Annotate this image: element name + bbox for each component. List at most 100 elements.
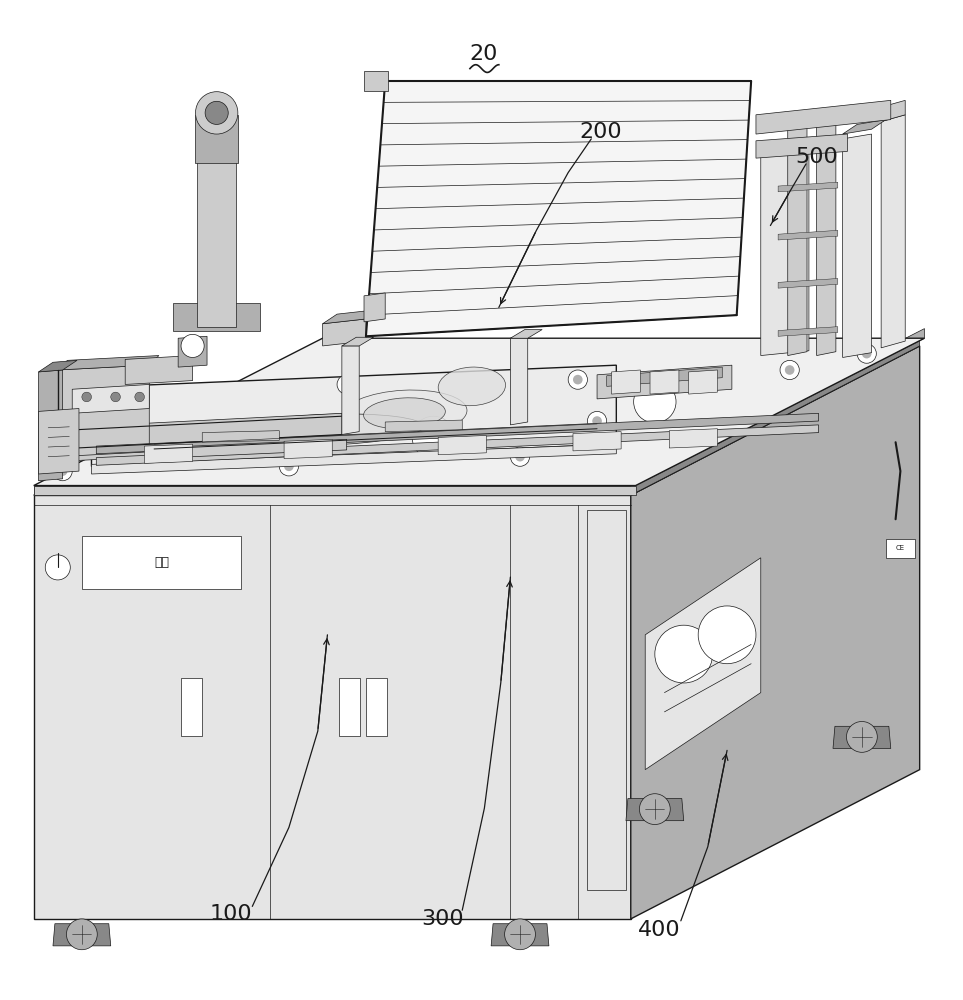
Polygon shape xyxy=(385,420,462,432)
Circle shape xyxy=(639,794,670,825)
Text: CE: CE xyxy=(896,545,905,551)
Polygon shape xyxy=(72,384,149,413)
Ellipse shape xyxy=(231,414,424,445)
Polygon shape xyxy=(149,439,347,459)
Polygon shape xyxy=(284,439,332,459)
Polygon shape xyxy=(58,413,342,461)
Polygon shape xyxy=(756,134,847,158)
Polygon shape xyxy=(597,365,732,399)
Bar xyxy=(339,678,360,736)
Circle shape xyxy=(515,452,525,461)
Polygon shape xyxy=(491,924,549,946)
Polygon shape xyxy=(669,429,717,448)
Text: 铭牌: 铭牌 xyxy=(154,556,169,569)
Polygon shape xyxy=(58,356,159,370)
Circle shape xyxy=(510,447,530,466)
Bar xyxy=(366,678,387,736)
Polygon shape xyxy=(817,115,836,356)
Bar xyxy=(181,678,202,736)
Polygon shape xyxy=(438,435,486,455)
Circle shape xyxy=(58,466,67,476)
Ellipse shape xyxy=(438,367,506,406)
Polygon shape xyxy=(510,330,542,338)
Polygon shape xyxy=(756,100,891,134)
Circle shape xyxy=(412,416,455,459)
Circle shape xyxy=(82,392,91,402)
Text: 20: 20 xyxy=(469,44,498,64)
Polygon shape xyxy=(778,279,838,288)
Polygon shape xyxy=(689,370,717,394)
Circle shape xyxy=(505,919,535,950)
Polygon shape xyxy=(34,495,631,919)
Circle shape xyxy=(66,919,97,950)
Circle shape xyxy=(284,461,294,471)
Circle shape xyxy=(195,92,238,134)
Circle shape xyxy=(780,360,799,380)
Polygon shape xyxy=(34,338,924,486)
Polygon shape xyxy=(96,425,819,465)
Polygon shape xyxy=(626,799,684,821)
Polygon shape xyxy=(178,336,207,367)
Polygon shape xyxy=(788,115,807,356)
Circle shape xyxy=(45,555,70,580)
Polygon shape xyxy=(195,115,238,163)
Polygon shape xyxy=(91,365,616,466)
Circle shape xyxy=(53,461,72,481)
Ellipse shape xyxy=(364,398,445,429)
Circle shape xyxy=(698,606,756,664)
Bar xyxy=(886,539,915,558)
Polygon shape xyxy=(833,726,891,748)
Polygon shape xyxy=(342,337,374,346)
Polygon shape xyxy=(202,431,279,442)
Polygon shape xyxy=(778,327,838,336)
Polygon shape xyxy=(39,370,63,481)
Polygon shape xyxy=(881,115,905,348)
Polygon shape xyxy=(96,413,819,454)
Circle shape xyxy=(279,457,299,476)
Polygon shape xyxy=(173,303,260,331)
Polygon shape xyxy=(144,444,193,463)
Polygon shape xyxy=(58,365,149,457)
Polygon shape xyxy=(843,134,872,357)
Circle shape xyxy=(568,370,587,389)
Polygon shape xyxy=(778,230,838,240)
Circle shape xyxy=(634,381,676,423)
Circle shape xyxy=(857,344,876,363)
Polygon shape xyxy=(39,409,79,474)
Polygon shape xyxy=(91,444,616,474)
Polygon shape xyxy=(631,336,920,495)
Text: 100: 100 xyxy=(210,904,252,924)
Polygon shape xyxy=(323,309,380,324)
Polygon shape xyxy=(323,319,366,346)
Circle shape xyxy=(587,411,607,431)
Polygon shape xyxy=(607,367,722,386)
Polygon shape xyxy=(34,486,636,495)
Polygon shape xyxy=(573,432,621,451)
Polygon shape xyxy=(197,158,236,327)
Polygon shape xyxy=(53,924,111,946)
Polygon shape xyxy=(636,329,924,486)
Text: 500: 500 xyxy=(795,147,838,167)
Polygon shape xyxy=(843,120,886,134)
Polygon shape xyxy=(510,338,528,425)
Polygon shape xyxy=(881,100,905,122)
Polygon shape xyxy=(364,293,385,322)
Polygon shape xyxy=(342,346,359,435)
Polygon shape xyxy=(366,81,751,336)
Polygon shape xyxy=(778,182,838,192)
Text: 300: 300 xyxy=(422,909,464,929)
Text: 400: 400 xyxy=(638,920,681,940)
Polygon shape xyxy=(39,360,77,372)
Circle shape xyxy=(181,334,204,357)
Circle shape xyxy=(862,349,872,358)
Polygon shape xyxy=(125,356,193,384)
Circle shape xyxy=(846,721,877,752)
Circle shape xyxy=(592,416,602,426)
Polygon shape xyxy=(631,346,920,919)
Circle shape xyxy=(573,375,583,384)
Polygon shape xyxy=(761,144,809,356)
Polygon shape xyxy=(34,486,631,495)
Circle shape xyxy=(205,101,228,124)
Circle shape xyxy=(785,365,794,375)
Polygon shape xyxy=(650,370,679,394)
